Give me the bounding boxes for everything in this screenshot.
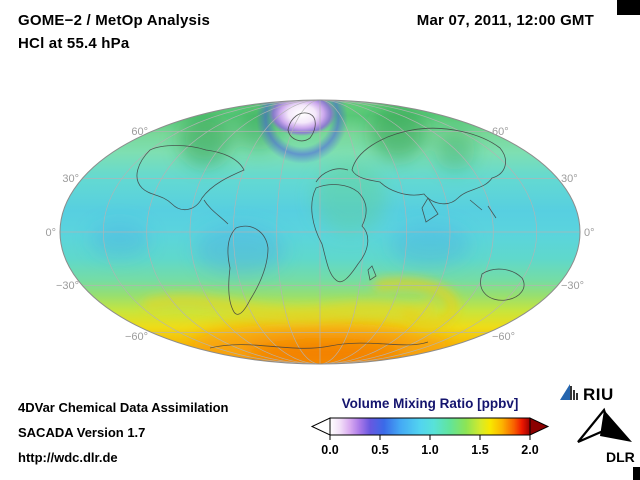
riu-logo-sail <box>560 384 570 400</box>
riu-logo-tower <box>570 386 578 400</box>
footer-url: http://wdc.dlr.de <box>18 450 118 465</box>
colorbar-tick-label-1: 0.5 <box>371 443 388 457</box>
colorbar-ticks <box>329 435 531 440</box>
colorbar: Volume Mixing Ratio [ppbv] 0.0 0.5 1.0 1… <box>310 396 550 457</box>
continents-outline <box>136 112 525 349</box>
corner-mark-bottom-right <box>633 467 640 480</box>
colorbar-tick-label-0: 0.0 <box>321 443 338 457</box>
corner-mark-top-right <box>617 0 640 15</box>
page-title: GOME−2 / MetOp Analysis <box>18 12 211 29</box>
lat-label-60s-right: −60° <box>492 331 515 343</box>
lat-label-0-left: 0° <box>45 227 56 239</box>
dlr-logo-emblem <box>577 407 632 444</box>
colorbar-label: Volume Mixing Ratio [ppbv] <box>342 396 519 411</box>
riu-logo-text: RIU <box>583 385 614 404</box>
colorbar-tick-label-2: 1.0 <box>421 443 438 457</box>
riu-logo: RIU <box>560 384 614 404</box>
colorbar-gradient-bar <box>329 417 531 436</box>
world-map: 60° 30° 0° −30° −60° 60° 30° 0° −30° −60… <box>45 99 595 365</box>
lat-label-30s-left: −30° <box>56 280 79 292</box>
latitude-labels: 60° 30° 0° −30° −60° 60° 30° 0° −30° −60… <box>45 126 594 343</box>
globe-boundary <box>59 99 581 365</box>
lat-label-30s-right: −30° <box>561 280 584 292</box>
analysis-datetime: Mar 07, 2011, 12:00 GMT <box>416 12 594 29</box>
lat-label-30n-left: 30° <box>62 173 79 185</box>
page-subtitle: HCl at 55.4 hPa <box>18 35 130 52</box>
lat-label-60n-right: 60° <box>492 126 509 138</box>
lat-label-60n-left: 60° <box>131 126 148 138</box>
lat-label-0-right: 0° <box>584 227 595 239</box>
colorbar-tick-label-3: 1.5 <box>471 443 488 457</box>
dlr-logo-text: DLR <box>606 449 635 465</box>
lat-label-60s-left: −60° <box>125 331 148 343</box>
colorbar-right-arrow <box>529 417 550 436</box>
dlr-logo: DLR <box>577 407 635 465</box>
colorbar-left-arrow <box>310 417 331 436</box>
southern-yellow-swirls <box>143 277 459 332</box>
lat-label-30n-right: 30° <box>561 173 578 185</box>
graticule <box>60 100 580 364</box>
footer-version: SACADA Version 1.7 <box>18 425 146 440</box>
colorbar-tick-label-4: 2.0 <box>521 443 538 457</box>
footer-assimilation: 4DVar Chemical Data Assimilation <box>18 400 229 415</box>
